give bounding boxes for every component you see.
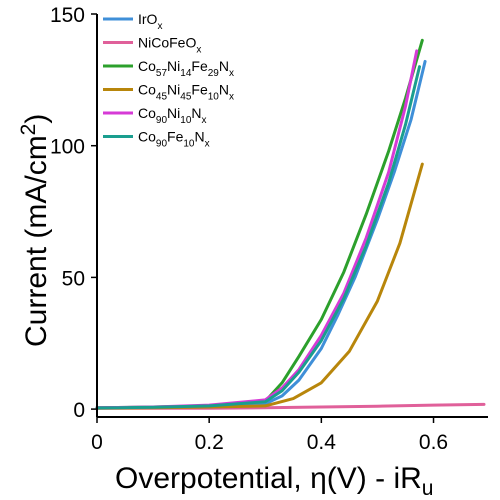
- legend-label: Co57Ni14Fe29Nx: [138, 58, 234, 79]
- y-axis-title-main: Current (mA/cm: [20, 135, 53, 347]
- legend-label-part: Ni: [167, 105, 180, 121]
- legend-label-part: Co: [138, 129, 156, 145]
- x-ticks: 0 0.2 0.4 0.6: [91, 417, 448, 454]
- series-line-5: [95, 65, 421, 410]
- legend-label-part: NiCoFeO: [138, 35, 196, 51]
- legend-label: NiCoFeOx: [138, 35, 201, 56]
- legend-label-part: N: [191, 105, 201, 121]
- legend: IrOxNiCoFeOxCo57Ni14Fe29NxCo45Ni45Fe10Nx…: [103, 11, 234, 150]
- legend-label-part: Co: [138, 82, 156, 98]
- legend-label-sub: 29: [208, 68, 220, 79]
- legend-label-sub: 90: [156, 139, 168, 150]
- legend-label-part: N: [219, 82, 229, 98]
- legend-label-part: Fe: [167, 129, 184, 145]
- legend-label: Co90Fe10Nx: [138, 129, 210, 150]
- x-tick-label: 0: [91, 431, 103, 454]
- series-line-3: [95, 162, 424, 410]
- y-tick-label: 150: [50, 4, 85, 27]
- legend-label: IrOx: [138, 11, 162, 32]
- legend-label-part: Co: [138, 105, 156, 121]
- legend-label-sub: x: [229, 68, 234, 79]
- axes: [96, 14, 488, 418]
- legend-label-part: Ni: [167, 82, 180, 98]
- y-axis-title: Current (mA/cm2): [17, 114, 53, 347]
- legend-label-sub: x: [205, 139, 210, 150]
- y-tick-label: 0: [73, 399, 85, 422]
- x-tick-label: 0.2: [195, 431, 224, 454]
- legend-label-part: Ni: [167, 58, 180, 74]
- x-tick-label: 0.6: [419, 431, 448, 454]
- legend-label-part: Co: [138, 58, 156, 74]
- legend-label-sub: x: [196, 45, 201, 56]
- x-tick-label: 0.4: [307, 431, 337, 454]
- legend-label-sub: x: [229, 92, 234, 103]
- legend-label-sub: 10: [183, 139, 195, 150]
- plot-area: [95, 38, 486, 410]
- legend-label-part: N: [195, 129, 205, 145]
- y-axis-title-end: ): [20, 114, 53, 124]
- legend-label: Co45Ni45Fe10Nx: [138, 82, 234, 103]
- legend-label-sub: x: [202, 115, 207, 126]
- legend-label: Co90Ni10Nx: [138, 105, 207, 126]
- legend-label-part: Fe: [191, 58, 208, 74]
- legend-label-part: N: [219, 58, 229, 74]
- y-ticks: 0 50 100 150: [50, 4, 97, 422]
- y-axis-title-sup: 2: [17, 124, 40, 136]
- legend-label-part: IrO: [138, 11, 158, 27]
- legend-label-sub: 57: [156, 68, 168, 79]
- x-axis-title: Overpotential, η(V) - iRu: [115, 462, 433, 500]
- y-tick-label: 100: [50, 136, 85, 159]
- x-axis-title-sub: u: [422, 477, 434, 500]
- legend-label-sub: x: [157, 21, 162, 32]
- legend-label-sub: 90: [156, 115, 168, 126]
- legend-label-sub: 10: [180, 115, 192, 126]
- legend-label-sub: 10: [208, 92, 220, 103]
- y-tick-label: 50: [62, 267, 85, 290]
- legend-label-sub: 45: [180, 92, 192, 103]
- legend-label-part: Fe: [191, 82, 208, 98]
- legend-label-sub: 45: [156, 92, 168, 103]
- legend-label-sub: 14: [180, 68, 192, 79]
- x-axis-title-main: Overpotential, η(V) - iR: [115, 462, 422, 495]
